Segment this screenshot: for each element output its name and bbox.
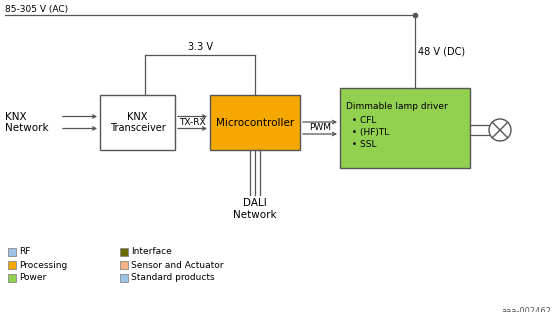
Text: DALI
Network: DALI Network	[233, 198, 277, 220]
Text: Sensor and Actuator: Sensor and Actuator	[131, 261, 223, 270]
Text: 3.3 V: 3.3 V	[188, 42, 213, 52]
Text: 48 V (DC): 48 V (DC)	[418, 46, 465, 56]
Text: PWM: PWM	[309, 124, 331, 133]
Text: aaa-002462: aaa-002462	[502, 307, 552, 312]
Bar	[120, 248, 128, 256]
Text: Interface: Interface	[131, 247, 172, 256]
Text: 85-305 V (AC): 85-305 V (AC)	[5, 5, 68, 14]
Text: Processing: Processing	[19, 261, 67, 270]
Text: KNX
Transceiver: KNX Transceiver	[110, 112, 165, 133]
Text: Dimmable lamp driver: Dimmable lamp driver	[346, 102, 448, 111]
Bar	[8, 261, 16, 269]
Text: • CFL: • CFL	[346, 116, 377, 125]
Text: TX-RX: TX-RX	[179, 118, 206, 127]
Text: Power: Power	[19, 274, 46, 282]
Text: • SSL: • SSL	[346, 140, 377, 149]
Circle shape	[489, 119, 511, 141]
Bar	[210, 95, 300, 150]
Bar	[100, 95, 175, 150]
Bar	[120, 261, 128, 269]
Text: Standard products: Standard products	[131, 274, 214, 282]
Bar	[8, 274, 16, 282]
Text: KNX
Network: KNX Network	[5, 112, 48, 133]
Text: • (HF)TL: • (HF)TL	[346, 128, 389, 137]
Bar	[120, 274, 128, 282]
Bar	[340, 88, 470, 168]
Text: Microcontroller: Microcontroller	[216, 118, 294, 128]
Bar	[8, 248, 16, 256]
Text: RF: RF	[19, 247, 31, 256]
